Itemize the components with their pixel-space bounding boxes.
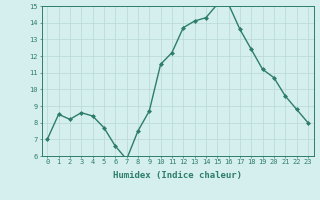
X-axis label: Humidex (Indice chaleur): Humidex (Indice chaleur) [113,171,242,180]
